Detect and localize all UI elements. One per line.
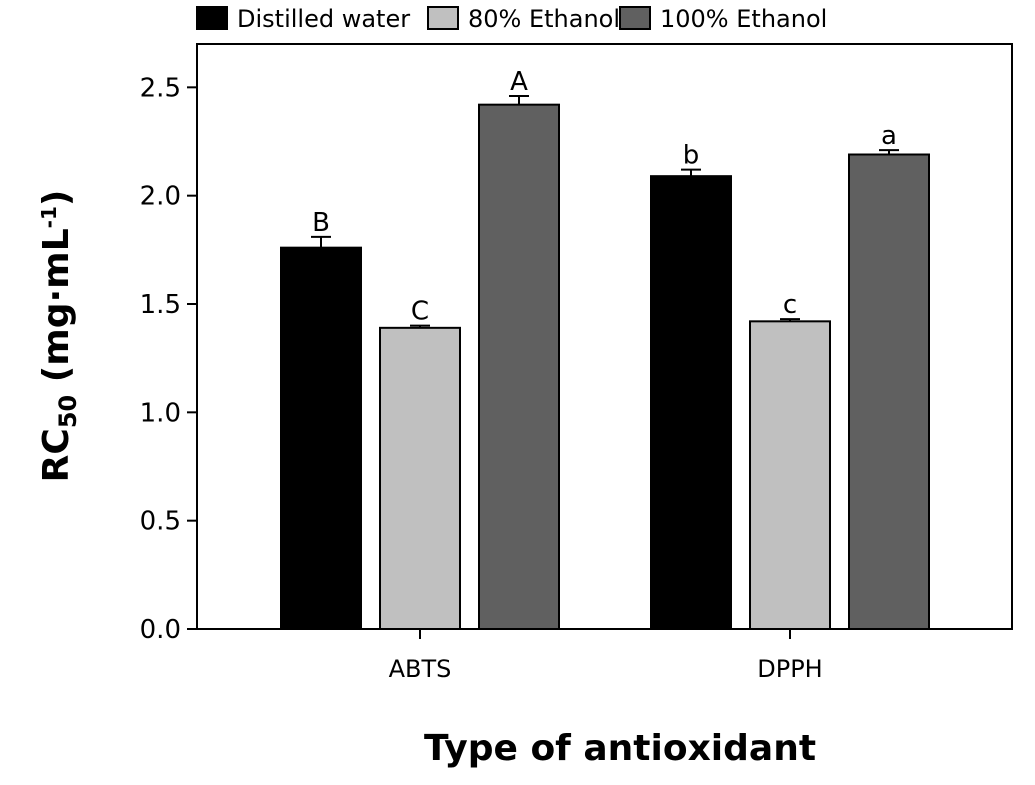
y-tick-label: 1.0 [140,398,181,428]
legend-label: 80% Ethanol [468,5,620,33]
bars: B C Ab c a [280,67,930,631]
y-axis: 0.0 0.5 1.0 1.5 2.0 2.5 [140,73,197,645]
significance-label: C [411,297,429,327]
x-tick-label: DPPH [757,655,822,683]
significance-label: c [783,290,797,320]
bar [379,326,461,630]
bar [478,103,560,630]
bar [650,175,732,631]
x-tick-label: ABTS [389,655,452,683]
bar [848,153,930,630]
y-tick-label: 0.5 [140,507,181,537]
legend-swatch [196,6,228,30]
bar [749,320,831,630]
significance-label: b [683,141,700,171]
y-title-close: ) [36,190,77,206]
legend-swatch [427,6,459,30]
bar [280,246,362,631]
legend-label: Distilled water [237,5,410,33]
y-tick-label: 2.0 [140,182,181,212]
y-title-main: RC [36,428,77,482]
y-tick-label: 1.5 [140,290,181,320]
y-axis-title: RC50 (mg·mL-1) [36,190,82,483]
legend: Distilled water 80% Ethanol 100% Ethanol [196,5,827,33]
significance-label: B [312,208,330,238]
significance-label: a [881,121,897,151]
y-title-sup: -1 [37,206,61,228]
legend-swatch [619,6,651,30]
y-title-sub: 50 [54,395,82,428]
x-axis-title: Type of antioxidant [424,728,816,769]
legend-label: 100% Ethanol [660,5,827,33]
y-tick-label: 0.0 [140,615,181,645]
x-axis: ABTS DPPH [389,629,823,683]
significance-label: A [510,67,528,97]
plot-area [196,43,1013,630]
y-tick-label: 2.5 [140,73,181,103]
y-title-unit: (mg·mL [36,228,77,394]
